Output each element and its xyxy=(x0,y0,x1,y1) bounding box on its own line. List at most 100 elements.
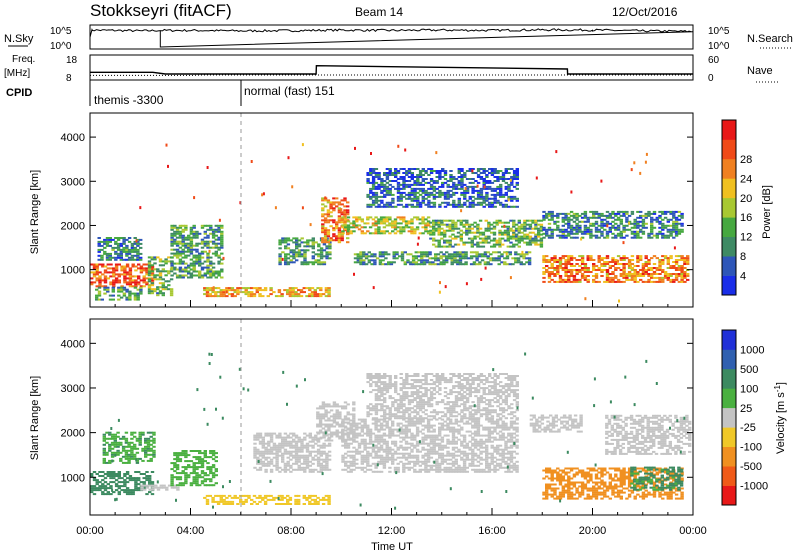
power-cell xyxy=(420,263,424,266)
velocity-cell xyxy=(377,460,381,463)
noise-sky-line xyxy=(89,28,694,48)
power-cell xyxy=(564,273,568,275)
power-cell xyxy=(337,233,342,236)
velocity-cell xyxy=(214,500,218,503)
power-cell xyxy=(438,178,442,180)
velocity-cell xyxy=(124,437,129,440)
velocity-cell xyxy=(261,462,265,465)
power-cell xyxy=(449,178,453,180)
power-cell xyxy=(112,269,116,272)
velocity-cell xyxy=(289,452,293,455)
power-cell xyxy=(468,205,472,208)
power-cell xyxy=(669,224,673,227)
velocity-cell xyxy=(178,454,183,457)
power-cell xyxy=(394,174,398,176)
power-cell xyxy=(158,274,163,277)
power-cell xyxy=(170,244,174,247)
power-cell xyxy=(98,285,102,288)
power-cell xyxy=(647,267,651,269)
velocity-cell xyxy=(113,439,117,442)
power-cell xyxy=(614,222,618,225)
power-cell xyxy=(658,220,662,223)
velocity-cell xyxy=(173,484,177,487)
velocity-cell xyxy=(269,494,273,497)
power-cell xyxy=(337,219,342,222)
velocity-cell xyxy=(382,440,387,443)
power-cell xyxy=(158,270,163,273)
velocity-cell xyxy=(198,484,202,487)
power-cell xyxy=(460,176,464,178)
power-cell xyxy=(403,263,407,266)
power-cell xyxy=(506,237,510,240)
velocity-cell xyxy=(308,444,312,447)
power-cell xyxy=(611,261,615,263)
power-cell xyxy=(583,271,588,273)
power-cell xyxy=(680,273,684,275)
power-cell xyxy=(145,271,149,274)
power-cell xyxy=(284,241,288,244)
power-cell xyxy=(630,210,635,213)
power-cell xyxy=(418,187,423,190)
velocity-cell xyxy=(297,498,301,501)
power-cell xyxy=(322,263,327,266)
velocity-cell xyxy=(322,434,326,437)
power-cell xyxy=(380,201,384,204)
power-cell xyxy=(385,203,390,206)
velocity-cell xyxy=(377,424,381,427)
power-cell xyxy=(539,229,544,232)
power-cell xyxy=(677,214,682,217)
power-cell xyxy=(300,263,304,266)
power-cell xyxy=(603,257,607,260)
power-cell xyxy=(200,256,205,259)
power-cell xyxy=(98,271,102,274)
power-cell xyxy=(284,247,288,250)
power-cell xyxy=(139,267,144,270)
power-cell xyxy=(344,228,348,231)
power-cell xyxy=(332,207,336,210)
power-cell xyxy=(156,286,160,289)
power-cell xyxy=(355,218,359,221)
power-cell xyxy=(501,174,506,176)
power-cell xyxy=(422,259,427,262)
velocity-cell xyxy=(316,439,320,442)
velocity-cell xyxy=(192,476,196,479)
power-cell xyxy=(542,228,546,231)
power-cell xyxy=(278,263,282,266)
velocity-cell xyxy=(374,420,378,423)
velocity-cell xyxy=(379,448,384,451)
power-cell xyxy=(352,224,356,227)
power-cell xyxy=(683,257,687,260)
velocity-cell xyxy=(297,464,301,467)
power-cell xyxy=(608,212,612,215)
power-cell xyxy=(527,261,532,264)
power-cell xyxy=(622,214,626,217)
power-cell xyxy=(316,287,320,290)
velocity-cell xyxy=(211,496,215,499)
velocity-cell xyxy=(116,453,120,456)
power-cell xyxy=(252,293,257,296)
velocity-cell xyxy=(335,423,339,426)
power-cell xyxy=(175,226,180,229)
velocity-cell xyxy=(338,437,342,440)
velocity-cell xyxy=(283,436,288,439)
power-cell xyxy=(411,259,416,262)
velocity-cell xyxy=(135,447,140,450)
power-cell xyxy=(616,263,621,265)
power-cell xyxy=(666,257,670,260)
velocity-cell xyxy=(360,460,364,463)
velocity-cell xyxy=(144,451,148,454)
velocity-cell xyxy=(385,420,389,423)
power-cell xyxy=(343,217,347,220)
velocity-cell xyxy=(303,462,307,465)
velocity-cell xyxy=(178,476,183,479)
power-cell xyxy=(432,185,437,188)
power-cell xyxy=(127,240,132,243)
power-cell xyxy=(198,258,202,261)
power-scatter-cell xyxy=(633,161,636,165)
power-cell xyxy=(597,255,601,258)
velocity-cell xyxy=(142,477,146,480)
power-cell xyxy=(567,220,571,223)
power-cell xyxy=(490,201,495,204)
power-cell xyxy=(558,234,563,237)
power-cell xyxy=(622,236,626,239)
